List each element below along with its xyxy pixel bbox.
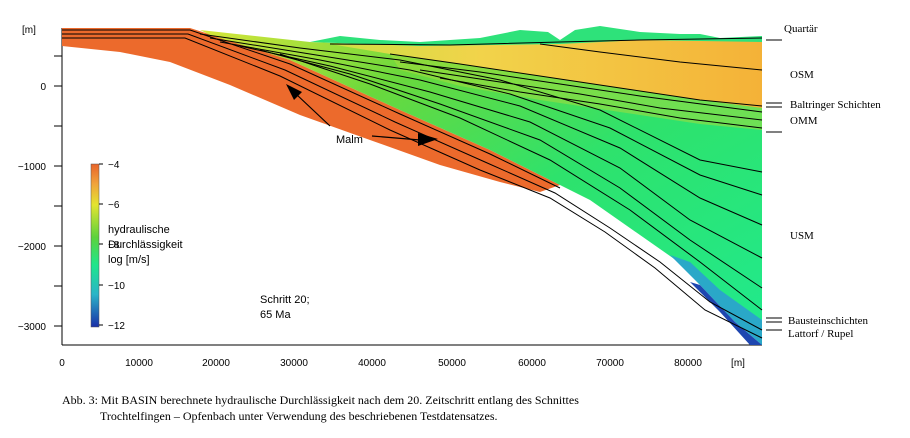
formation-label-omm: OMM [790,115,818,127]
y-unit-label: [m] [22,25,36,36]
colorbar-tick-label: −12 [108,321,125,332]
x-tick-label: 10000 [125,358,153,369]
step-label-line1: Schritt 20; [260,294,310,306]
figure-caption: Abb. 3: Mit BASIN berechnete hydraulisch… [62,392,862,424]
arrow-head-icon [418,133,438,146]
x-tick-label: 80000 [674,358,702,369]
section-layers [62,26,762,345]
y-tick-label: −1000 [18,162,47,173]
quartaer-layer [310,26,762,46]
colorbar-tick-label: −10 [108,281,125,292]
x-axis: 0 10000 20000 30000 40000 50000 60000 70… [59,358,745,369]
colorbar-title-line2: Durchlässigkeit [108,239,183,251]
x-unit-label: [m] [731,358,745,369]
plot-frame [61,28,762,346]
step-annotation: Schritt 20; 65 Ma [260,294,310,321]
formation-label-usm: USM [790,230,814,242]
formation-labels: Quartär OSM Baltringer Schichten OMM USM… [766,23,881,340]
x-tick-label: 0 [59,358,65,369]
colorbar-scale [90,163,100,328]
x-tick-label: 60000 [518,358,546,369]
colorbar: −4 −6 −8 −10 −12 hydraulische Durchlässi… [90,160,183,332]
step-label-line2: 65 Ma [260,309,291,321]
formation-label-osm: OSM [790,69,814,81]
colorbar-tick-label: −8 [108,240,120,251]
x-tick-label: 30000 [280,358,308,369]
malm-label: Malm [336,134,363,146]
caption-line2: Trochtelfingen – Opfenbach unter Verwend… [100,409,498,423]
malm-layer [62,28,560,192]
cross-section-figure: [m] 0 −1000 −2000 −3000 0 10000 20000 30… [18,23,881,369]
x-tick-label: 20000 [202,358,230,369]
caption-line1: Abb. 3: Mit BASIN berechnete hydraulisch… [62,393,579,407]
x-tick-label: 70000 [596,358,624,369]
y-axis: [m] 0 −1000 −2000 −3000 [18,25,62,333]
colorbar-tick-label: −4 [108,160,120,171]
y-tick-label: −2000 [18,242,47,253]
osm-layer [330,38,762,108]
formation-label-baltringer: Baltringer Schichten [790,99,881,111]
formation-label-bausteinschichten: Bausteinschichten [788,315,869,327]
colorbar-title-line3: log [m/s] [108,254,150,266]
bausteinschichten-layer [670,255,762,345]
layer-lines [62,29,763,339]
y-tick-label: −3000 [18,322,47,333]
arrow-head-icon [286,84,302,100]
x-tick-label: 50000 [438,358,466,369]
y-tick-label: 0 [40,82,46,93]
formation-label-lattorf: Lattorf / Rupel [788,328,853,340]
lattorf-layer [690,282,762,345]
formation-label-quartaer: Quartär [784,23,818,35]
x-tick-label: 40000 [358,358,386,369]
malm-annotation: Malm [286,84,438,146]
colorbar-tick-label: −6 [108,200,120,211]
omm-layer [390,54,762,130]
colorbar-title-line1: hydraulische [108,224,170,236]
